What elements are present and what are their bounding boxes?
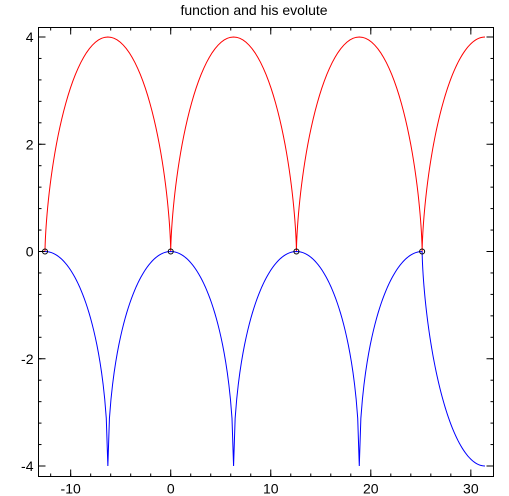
series-layer: [44, 36, 486, 467]
x-tick-label: 20: [363, 481, 379, 496]
y-tick-label: 2: [26, 136, 34, 152]
point-marker: [167, 248, 174, 255]
y-tick-label: 0: [26, 244, 34, 260]
marker-layer: [42, 248, 426, 255]
x-tick-label: 10: [263, 481, 279, 496]
x-tick-label: 30: [463, 481, 479, 496]
x-axis: -10 0 10 20 30: [50, 27, 479, 496]
y-tick-label: 4: [26, 29, 34, 45]
y-axis: -4 -2 0 2 4: [21, 29, 494, 474]
point-marker: [42, 248, 48, 255]
y-tick-label: -2: [21, 351, 34, 367]
point-marker: [419, 248, 426, 255]
y-tick-label: -4: [21, 458, 34, 474]
point-marker: [293, 248, 300, 255]
plot-frame: [38, 27, 494, 477]
chart-title: function and his evolute: [180, 2, 327, 18]
series-line-blue: [44, 251, 486, 467]
x-tick-label: 0: [167, 481, 175, 496]
series-line-red: [44, 36, 486, 252]
x-tick-label: -10: [61, 481, 81, 496]
